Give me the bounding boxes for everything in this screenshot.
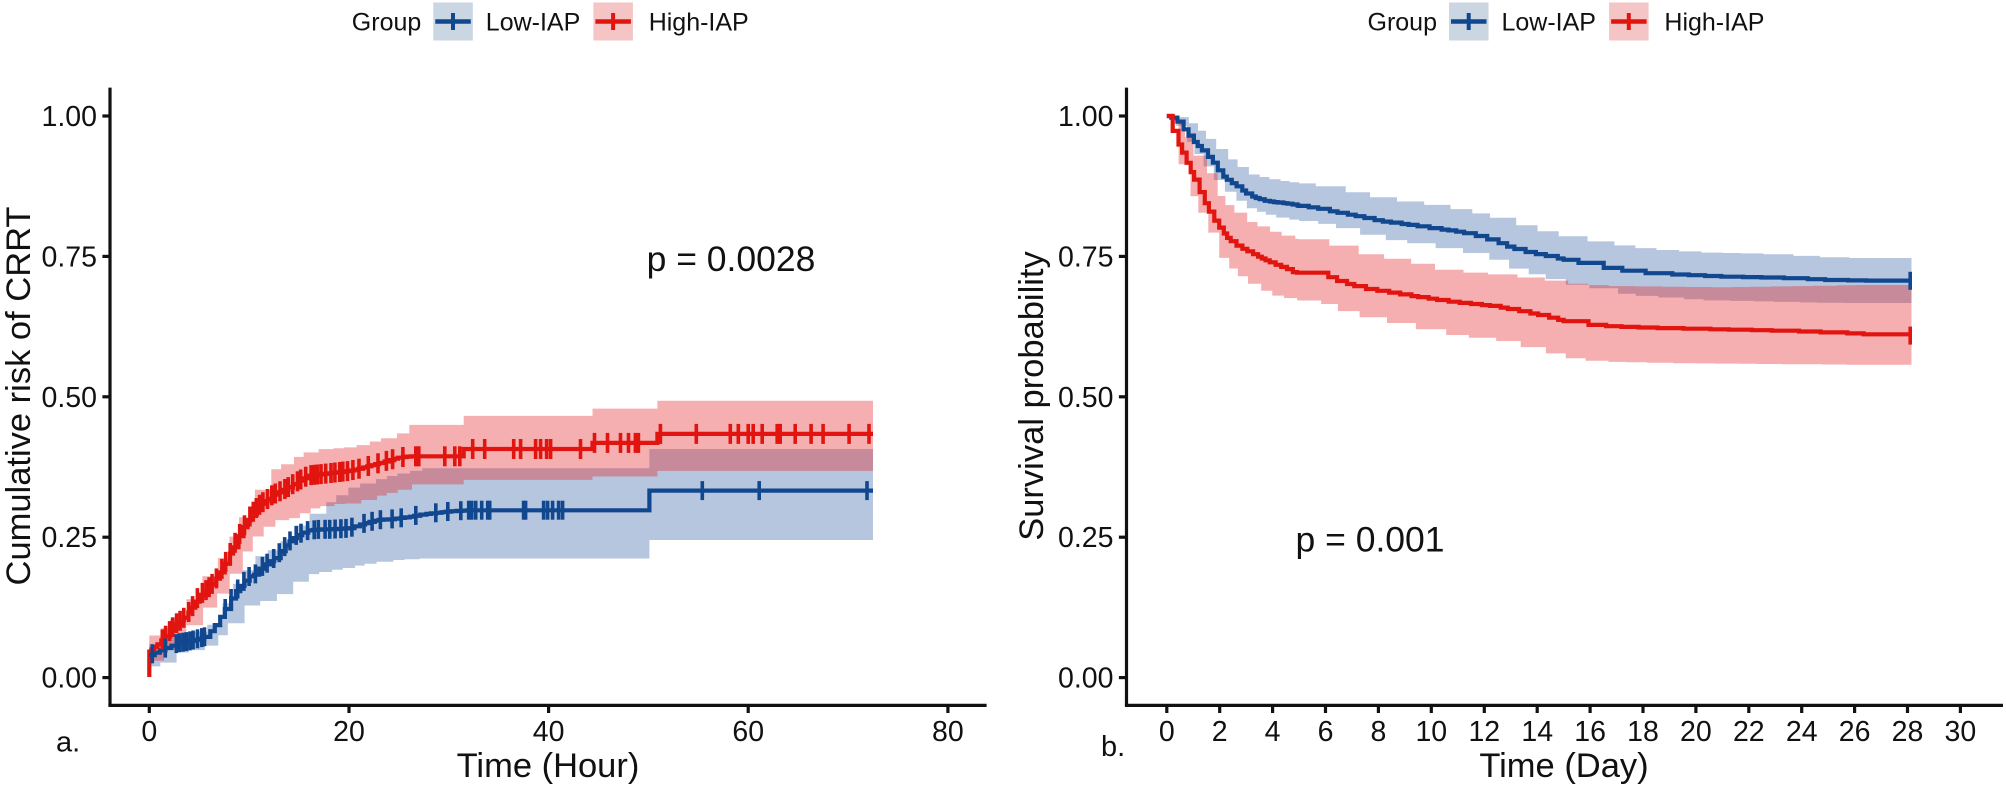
svg-text:0.50: 0.50 xyxy=(1058,382,1113,414)
svg-text:0.00: 0.00 xyxy=(1058,663,1113,695)
svg-text:p = 0.001: p = 0.001 xyxy=(1296,520,1445,560)
svg-text:16: 16 xyxy=(1574,716,1606,748)
svg-text:30: 30 xyxy=(1945,716,1977,748)
svg-text:Group: Group xyxy=(352,9,421,37)
svg-text:a.: a. xyxy=(56,727,80,759)
svg-text:60: 60 xyxy=(732,716,764,748)
svg-text:Survival probability: Survival probability xyxy=(1013,250,1051,540)
svg-text:Time (Day): Time (Day) xyxy=(1479,747,1648,785)
svg-text:0.25: 0.25 xyxy=(1058,522,1113,554)
svg-text:22: 22 xyxy=(1733,716,1765,748)
svg-text:80: 80 xyxy=(932,716,964,748)
svg-text:10: 10 xyxy=(1415,716,1447,748)
svg-text:26: 26 xyxy=(1839,716,1871,748)
svg-text:8: 8 xyxy=(1370,716,1386,748)
svg-text:0.75: 0.75 xyxy=(1058,241,1113,273)
svg-text:High-IAP: High-IAP xyxy=(1664,9,1764,37)
svg-text:28: 28 xyxy=(1892,716,1924,748)
svg-text:6: 6 xyxy=(1318,716,1334,748)
svg-text:4: 4 xyxy=(1265,716,1281,748)
svg-text:14: 14 xyxy=(1521,716,1553,748)
svg-text:12: 12 xyxy=(1468,716,1500,748)
svg-text:20: 20 xyxy=(333,716,365,748)
svg-text:0.75: 0.75 xyxy=(42,241,97,273)
svg-text:0.00: 0.00 xyxy=(42,663,97,695)
svg-text:1.00: 1.00 xyxy=(1058,101,1113,133)
svg-text:18: 18 xyxy=(1627,716,1659,748)
svg-text:0: 0 xyxy=(141,716,157,748)
svg-text:High-IAP: High-IAP xyxy=(649,9,749,37)
svg-text:0.50: 0.50 xyxy=(42,382,97,414)
svg-text:2: 2 xyxy=(1212,716,1228,748)
svg-text:Group: Group xyxy=(1368,9,1437,37)
svg-text:Low-IAP: Low-IAP xyxy=(486,9,580,37)
svg-text:Time (Hour): Time (Hour) xyxy=(457,747,640,785)
svg-text:0.25: 0.25 xyxy=(42,522,97,554)
svg-text:0: 0 xyxy=(1159,716,1175,748)
svg-text:24: 24 xyxy=(1786,716,1818,748)
svg-text:Low-IAP: Low-IAP xyxy=(1502,9,1596,37)
svg-text:1.00: 1.00 xyxy=(42,101,97,133)
svg-text:40: 40 xyxy=(533,716,565,748)
svg-text:b.: b. xyxy=(1101,731,1125,763)
svg-text:p = 0.0028: p = 0.0028 xyxy=(647,239,816,279)
svg-text:20: 20 xyxy=(1680,716,1712,748)
svg-text:Cumulative risk of CRRT: Cumulative risk of CRRT xyxy=(0,207,38,586)
